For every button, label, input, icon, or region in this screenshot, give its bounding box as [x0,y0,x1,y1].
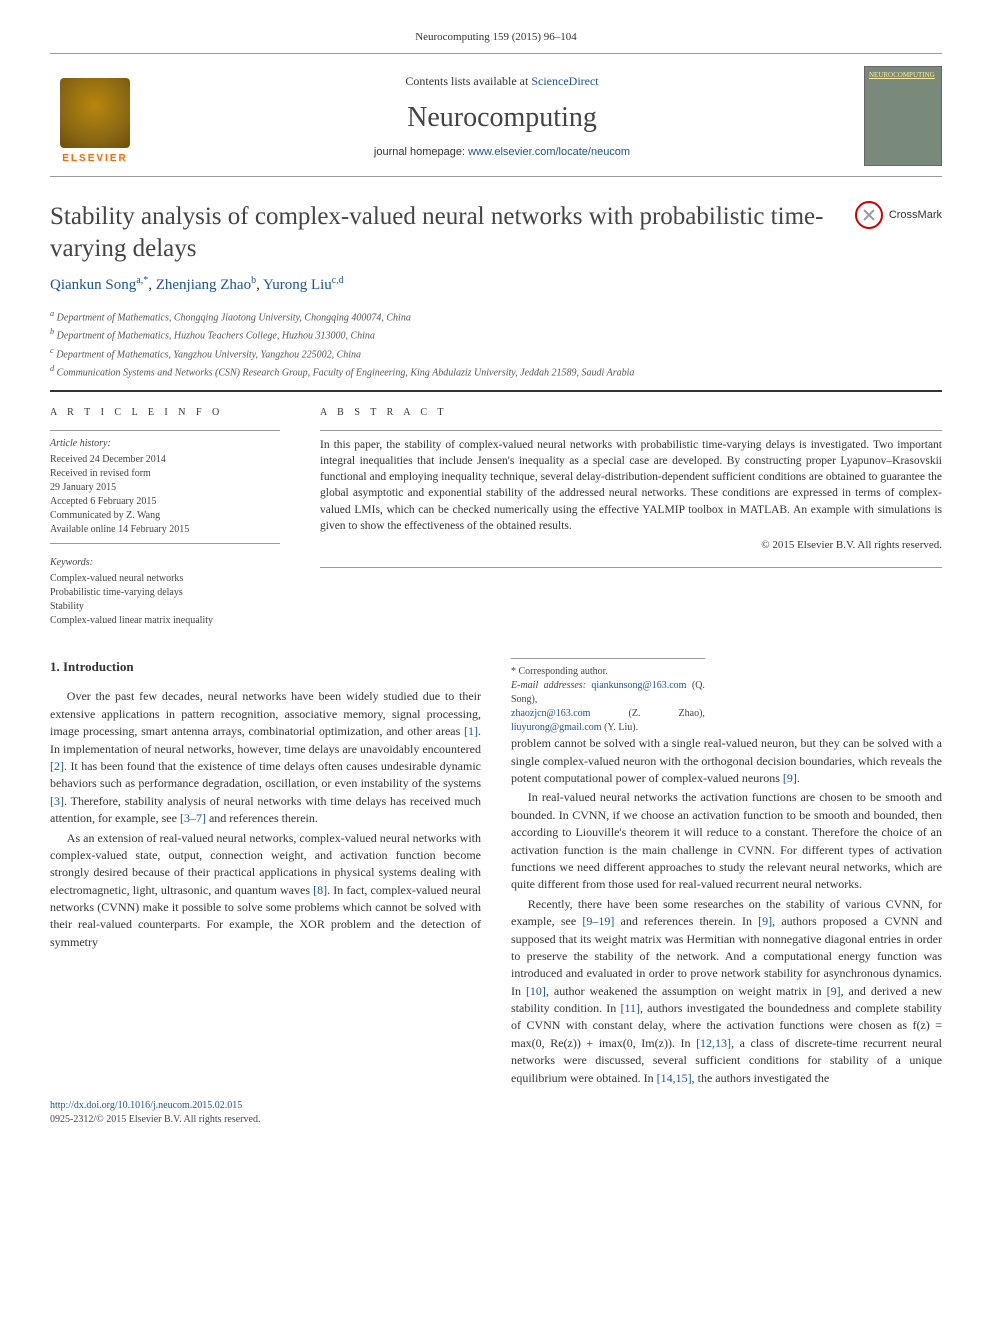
author-marks: b [251,275,256,286]
body-paragraph: problem cannot be solved with a single r… [511,735,942,787]
email-link[interactable]: liuyurong@gmail.com [511,722,602,733]
citation-link[interactable]: [10] [526,984,546,998]
citation-link[interactable]: [9] [783,771,797,785]
history-item: Communicated by Z. Wang [50,509,280,523]
citation-link[interactable]: [3–7] [180,811,206,825]
doi-block: http://dx.doi.org/10.1016/j.neucom.2015.… [50,1099,942,1127]
citation-link[interactable]: [8] [313,883,327,897]
journal-cover-thumbnail: NEUROCOMPUTING [864,66,942,166]
affiliation: b Department of Mathematics, Huzhou Teac… [50,326,942,343]
citation-link[interactable]: [1] [464,724,478,738]
author-name[interactable]: Qiankun Song [50,277,136,293]
article-info-sidebar: A R T I C L E I N F O Article history: R… [50,406,280,628]
history-item: Accepted 6 February 2015 [50,495,280,509]
publisher-logo-block: ELSEVIER [50,66,140,166]
body-paragraph: Recently, there have been some researche… [511,896,942,1087]
divider [50,430,280,431]
citation-link[interactable]: [14,15] [657,1071,692,1085]
affiliations: a Department of Mathematics, Chongqing J… [50,308,942,380]
history-item: Received in revised form [50,467,280,481]
article-title: Stability analysis of complex-valued neu… [50,201,835,264]
email-line: E-mail addresses: qiankunsong@163.com (Q… [511,679,705,707]
publisher-name: ELSEVIER [62,152,127,166]
page-container: Neurocomputing 159 (2015) 96–104 ELSEVIE… [0,0,992,1157]
divider [50,543,280,544]
keyword: Complex-valued linear matrix inequality [50,614,280,628]
author-list: Qiankun Songa,*, Zhenjiang Zhaob, Yurong… [50,274,942,296]
affiliation: a Department of Mathematics, Chongqing J… [50,308,942,325]
corresponding-note: * Corresponding author. [511,665,705,679]
author-marks: c,d [332,275,344,286]
keyword: Probabilistic time-varying delays [50,586,280,600]
issn-copyright: 0925-2312/© 2015 Elsevier B.V. All right… [50,1113,942,1127]
section-heading: 1. Introduction [50,658,481,676]
doi-link[interactable]: http://dx.doi.org/10.1016/j.neucom.2015.… [50,1100,242,1111]
keyword: Complex-valued neural networks [50,572,280,586]
citation-link[interactable]: [12,13] [696,1036,731,1050]
journal-name: Neurocomputing [140,98,864,137]
author-name[interactable]: Yurong Liu [263,277,332,293]
crossmark-badge[interactable]: CrossMark [855,201,942,229]
footnotes: * Corresponding author. E-mail addresses… [511,658,705,735]
abstract-block: A B S T R A C T In this paper, the stabi… [320,406,942,628]
crossmark-icon [855,201,883,229]
citation-link[interactable]: [11] [620,1001,640,1015]
author-marks: a,* [136,275,148,286]
article-info-row: A R T I C L E I N F O Article history: R… [50,406,942,628]
history-item: 29 January 2015 [50,481,280,495]
history-item: Received 24 December 2014 [50,453,280,467]
homepage-line: journal homepage: www.elsevier.com/locat… [140,145,864,160]
title-row: Stability analysis of complex-valued neu… [50,201,942,264]
citation-link[interactable]: [9–19] [582,914,614,928]
contents-line: Contents lists available at ScienceDirec… [140,73,864,90]
abstract-text: In this paper, the stability of complex-… [320,437,942,534]
history-label: Article history: [50,437,280,451]
citation-link[interactable]: [9] [827,984,841,998]
crossmark-label: CrossMark [889,208,942,223]
running-head: Neurocomputing 159 (2015) 96–104 [50,30,942,54]
abstract-copyright: © 2015 Elsevier B.V. All rights reserved… [320,538,942,553]
masthead: ELSEVIER Contents lists available at Sci… [50,66,942,177]
masthead-center: Contents lists available at ScienceDirec… [140,66,864,166]
email-link[interactable]: qiankunsong@163.com [591,680,686,691]
citation-link[interactable]: [3] [50,794,64,808]
abstract-label: A B S T R A C T [320,406,942,420]
sciencedirect-link[interactable]: ScienceDirect [531,74,598,88]
body-paragraph: As an extension of real-valued neural ne… [50,830,481,952]
affiliation: c Department of Mathematics, Yangzhou Un… [50,345,942,362]
author-name[interactable]: Zhenjiang Zhao [156,277,251,293]
divider [50,390,942,392]
body-columns: 1. Introduction Over the past few decade… [50,658,942,1087]
email-line: zhaozjcn@163.com (Z. Zhao), liuyurong@gm… [511,707,705,735]
divider [320,430,942,431]
journal-homepage-link[interactable]: www.elsevier.com/locate/neucom [468,146,630,158]
elsevier-tree-icon [60,78,130,148]
citation-link[interactable]: [2] [50,759,64,773]
body-paragraph: In real-valued neural networks the activ… [511,789,942,893]
affiliation: d Communication Systems and Networks (CS… [50,363,942,380]
citation-link[interactable]: [9] [758,914,772,928]
article-info-label: A R T I C L E I N F O [50,406,280,420]
divider [320,567,942,568]
keyword: Stability [50,600,280,614]
email-link[interactable]: zhaozjcn@163.com [511,708,590,719]
body-paragraph: Over the past few decades, neural networ… [50,688,481,827]
citation-text: Neurocomputing 159 (2015) 96–104 [415,31,577,43]
history-item: Available online 14 February 2015 [50,523,280,537]
keywords-label: Keywords: [50,556,280,570]
